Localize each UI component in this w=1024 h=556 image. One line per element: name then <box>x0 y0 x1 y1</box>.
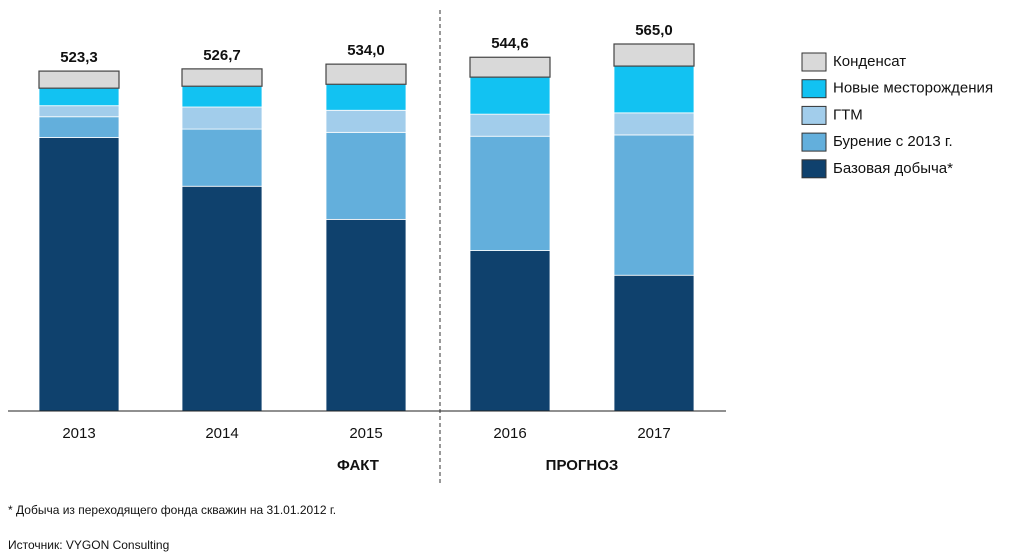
total-label: 534,0 <box>347 42 385 59</box>
x-tick-label: 2014 <box>205 425 238 442</box>
total-label: 565,0 <box>635 22 673 39</box>
x-tick-label: 2013 <box>62 425 95 442</box>
bar-segment <box>469 113 551 137</box>
legend-swatch <box>801 105 827 125</box>
group-label: ПРОГНОЗ <box>546 457 619 474</box>
legend-swatch <box>801 159 827 179</box>
bar-segment <box>469 76 551 115</box>
bar-segment <box>38 137 120 412</box>
legend-label: Бурение с 2013 г. <box>833 133 953 150</box>
total-label: 544,6 <box>491 35 529 52</box>
bar-segment <box>613 112 695 136</box>
bar-segment <box>38 105 120 118</box>
bar-segment <box>469 250 551 412</box>
total-label: 523,3 <box>60 49 98 66</box>
bar-segment <box>325 109 407 133</box>
bar-segment <box>38 116 120 138</box>
bar-segment <box>613 274 695 412</box>
group-label: ФАКТ <box>337 457 379 474</box>
x-tick-label: 2016 <box>493 425 526 442</box>
legend-label: Конденсат <box>833 53 906 70</box>
bar-segment <box>325 131 407 220</box>
bar-segment <box>613 65 695 114</box>
bar-segment <box>38 87 120 107</box>
x-tick-label: 2017 <box>637 425 670 442</box>
bar-segment <box>181 85 263 108</box>
bar-segment <box>469 56 551 78</box>
legend-swatch <box>801 79 827 99</box>
x-tick-label: 2015 <box>349 425 382 442</box>
bar-segment <box>181 185 263 412</box>
bar-segment <box>325 218 407 412</box>
bar-segment <box>181 106 263 130</box>
legend-label: Новые месторождения <box>833 80 993 97</box>
total-label: 526,7 <box>203 47 241 64</box>
source: Источник: VYGON Consulting <box>8 538 169 552</box>
bar-segment <box>38 70 120 89</box>
bar-segment <box>469 135 551 251</box>
footnote: * Добыча из переходящего фонда скважин н… <box>8 503 336 517</box>
bar-segment <box>181 128 263 187</box>
legend-swatch <box>801 52 827 72</box>
bar-segment <box>325 63 407 85</box>
legend-label: Базовая добыча* <box>833 160 953 177</box>
legend-label: ГТМ <box>833 106 863 123</box>
legend-swatch <box>801 132 827 152</box>
bar-segment <box>181 68 263 87</box>
bar-segment <box>613 134 695 276</box>
bar-segment <box>325 83 407 111</box>
bar-segment <box>613 43 695 67</box>
